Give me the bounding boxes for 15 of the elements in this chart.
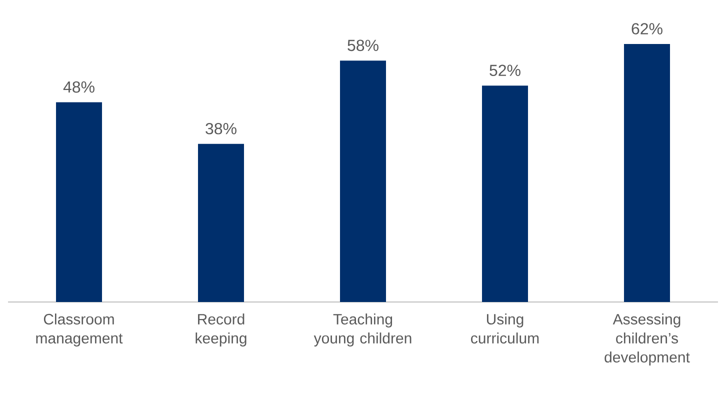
x-tick-label: Using curriculum — [471, 314, 539, 344]
x-tick-label: Assessing children’s development — [604, 314, 690, 366]
bar — [198, 144, 244, 302]
bar — [340, 60, 386, 302]
bar — [56, 102, 102, 302]
data-label: 48% — [63, 81, 94, 93]
data-label: 52% — [490, 64, 520, 76]
x-tick-label: Record keeping — [196, 314, 246, 346]
x-tick-label: Teaching young children — [314, 314, 412, 346]
data-label: 58% — [348, 40, 378, 52]
x-tick-label: Classroom management — [36, 314, 123, 346]
bar — [624, 44, 670, 302]
data-label: 38% — [206, 122, 236, 134]
data-label: 62% — [632, 23, 662, 34]
bar — [482, 86, 528, 302]
